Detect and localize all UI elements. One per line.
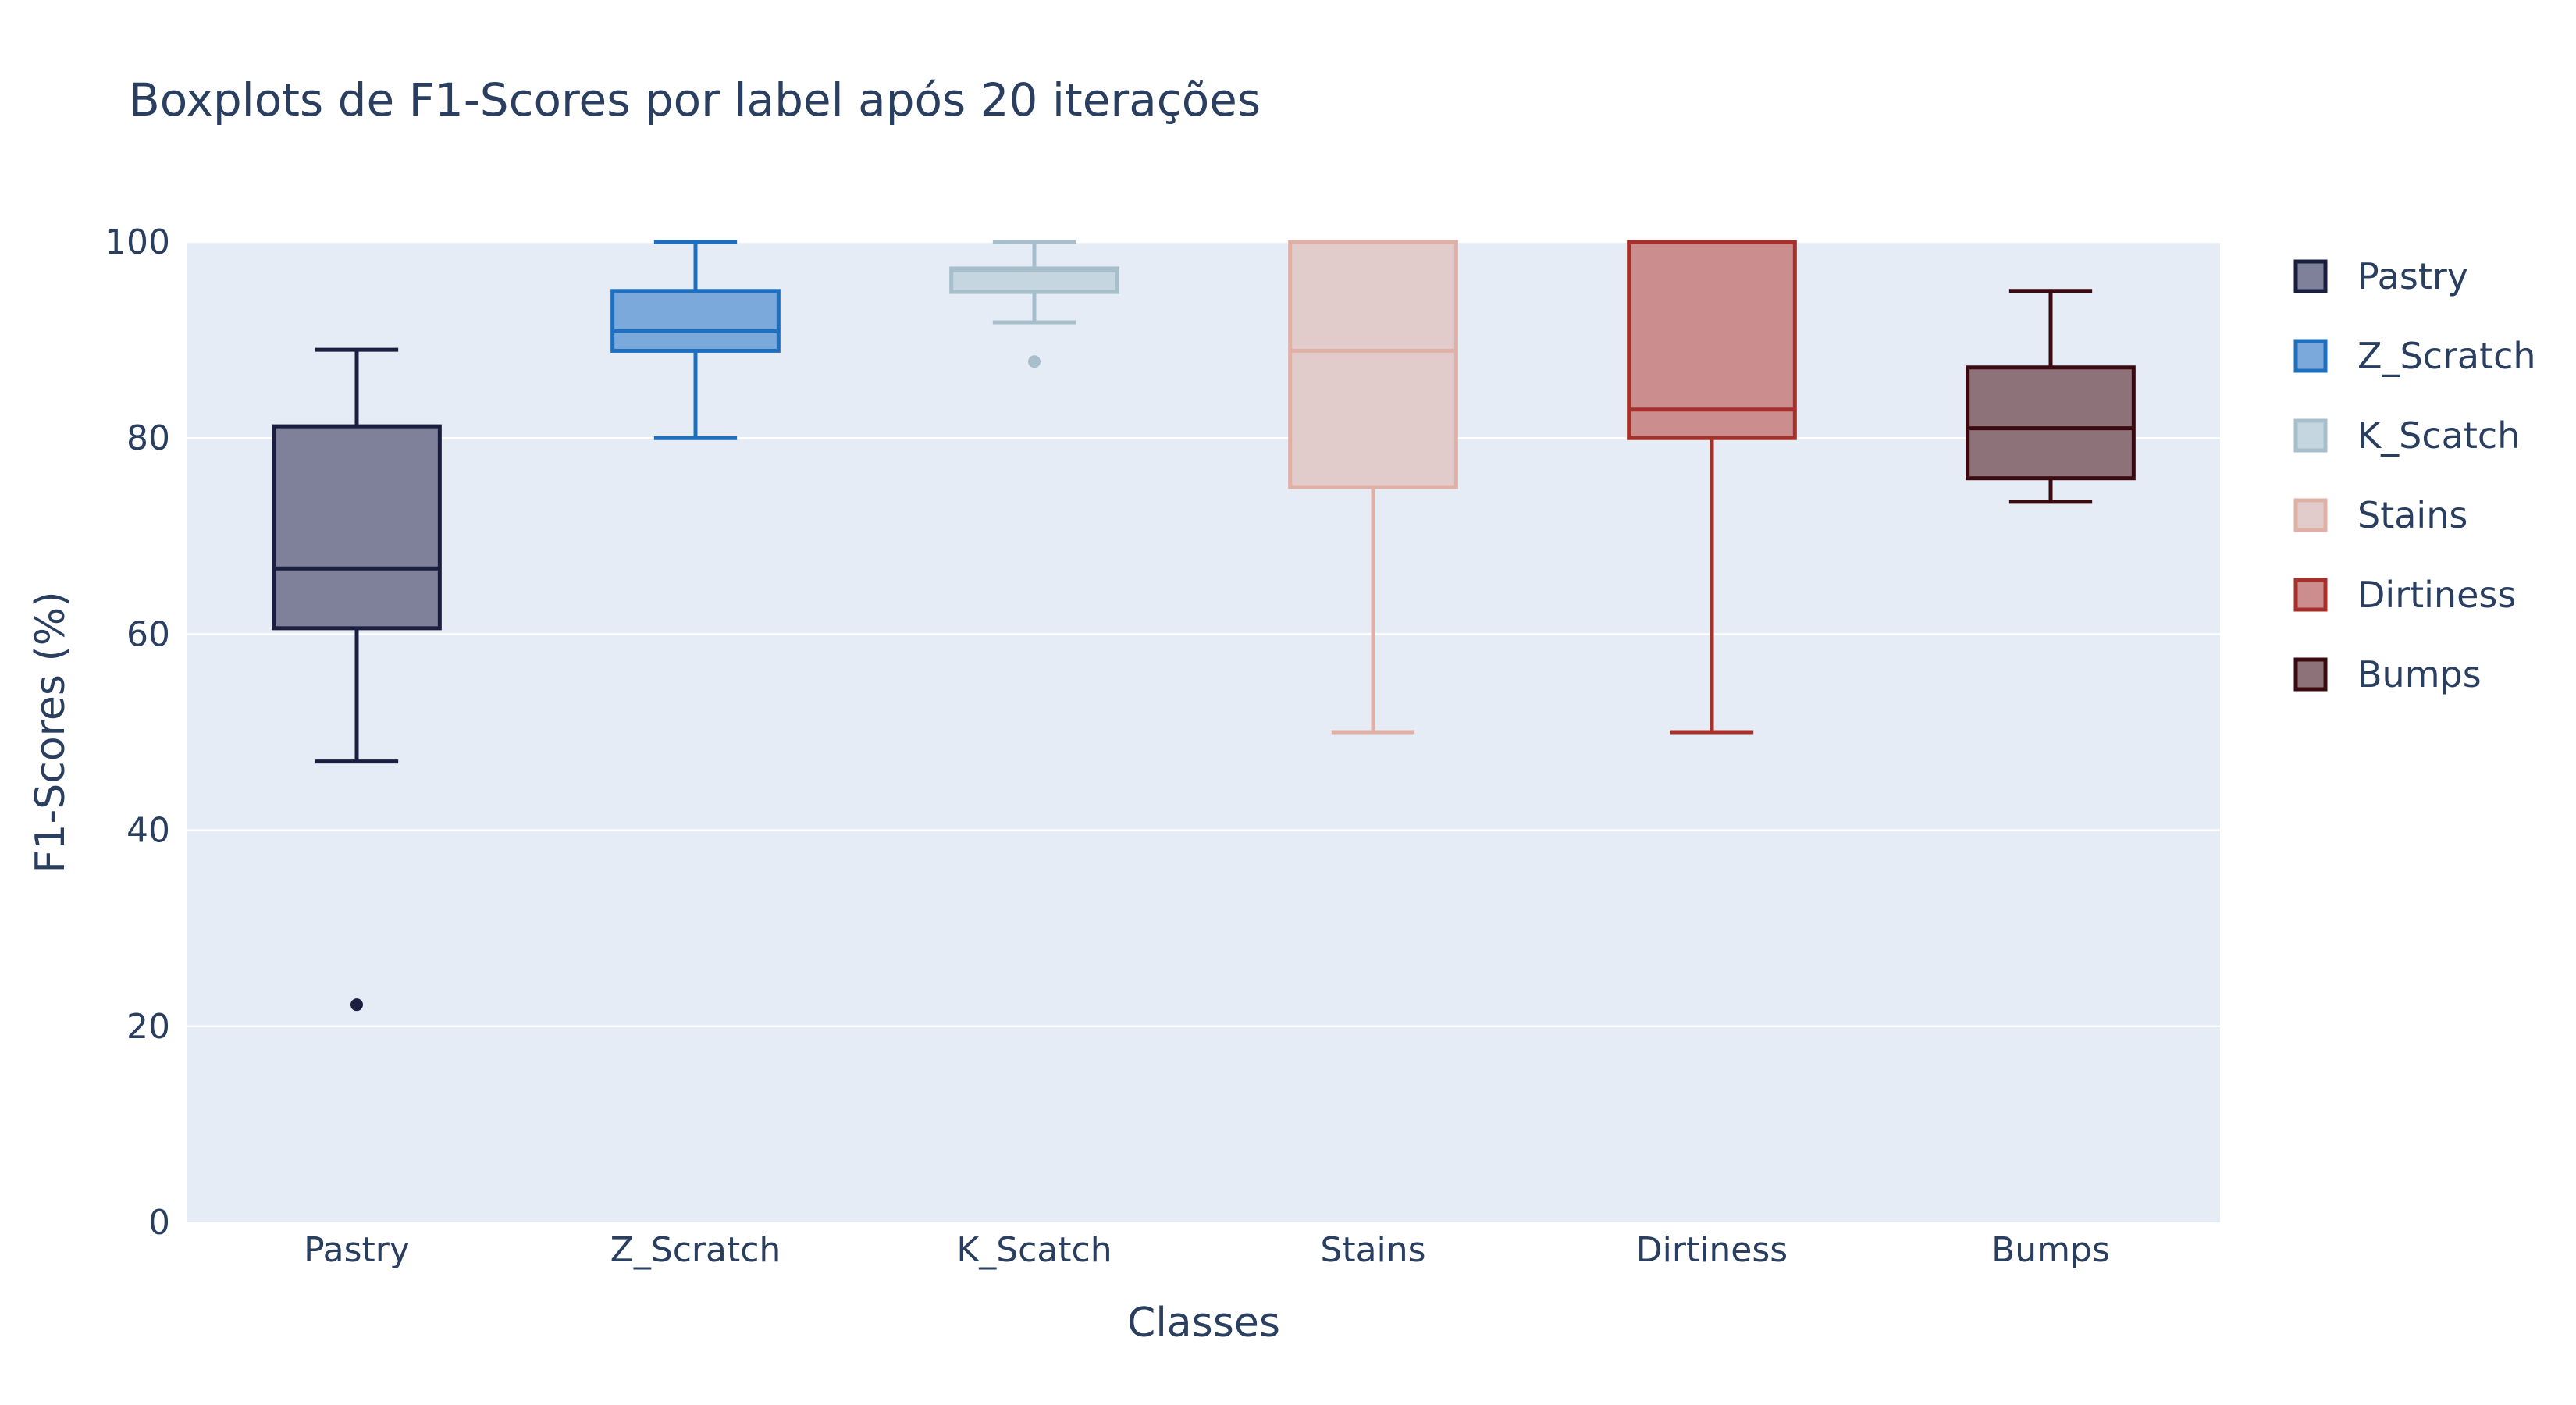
x-tick-label: Bumps — [1991, 1230, 2110, 1270]
box-dirtiness — [1627, 240, 1797, 735]
legend-item-bumps[interactable]: Bumps — [2293, 653, 2482, 695]
y-tick-label: 20 — [126, 1007, 170, 1047]
box-bumps — [1966, 289, 2136, 504]
box-body — [1627, 240, 1797, 440]
legend-swatch — [2293, 578, 2328, 612]
legend-label: Z_Scratch — [2357, 335, 2536, 377]
y-tick-labels: 0 20 40 60 80 100 — [105, 222, 170, 1243]
box-body — [1966, 365, 2136, 481]
x-tick-labels: Pastry Z_Scratch K_Scatch Stains Dirtiness Bu… — [304, 1230, 2110, 1270]
box-body — [272, 424, 442, 631]
x-axis-title: Classes — [1127, 1300, 1280, 1346]
legend-label: Bumps — [2357, 653, 2482, 695]
legend-swatch — [2293, 259, 2328, 293]
gridlines — [187, 240, 2220, 1028]
box-pastry — [272, 347, 442, 1012]
legend-label: Pastry — [2357, 255, 2468, 297]
y-tick-label: 100 — [105, 222, 170, 262]
box-body — [949, 266, 1119, 294]
y-tick-label: 60 — [126, 614, 170, 654]
x-tick-label: Z_Scratch — [610, 1230, 781, 1270]
y-tick-label: 40 — [126, 811, 170, 851]
outlier-point — [350, 998, 363, 1012]
x-tick-label: Dirtiness — [1636, 1230, 1788, 1270]
box-stains — [1288, 240, 1458, 735]
y-tick-label: 80 — [126, 418, 170, 458]
legend-swatch — [2293, 657, 2328, 692]
box-z_scratch — [610, 240, 781, 440]
legend-swatch — [2293, 339, 2328, 373]
outlier-point — [1028, 355, 1041, 368]
legend-label: Stains — [2357, 494, 2467, 536]
box-body — [1288, 240, 1458, 489]
legend-item-pastry[interactable]: Pastry — [2293, 255, 2468, 297]
box-body — [610, 289, 781, 353]
y-tick-label: 0 — [148, 1203, 170, 1243]
y-axis-title: F1-Scores (%) — [27, 591, 74, 873]
legend-item-dirtiness[interactable]: Dirtiness — [2293, 574, 2516, 616]
box-k_scatch — [949, 240, 1119, 368]
x-tick-label: K_Scatch — [956, 1230, 1112, 1270]
legend-label: Dirtiness — [2357, 574, 2516, 616]
legend-item-k_scatch[interactable]: K_Scatch — [2293, 414, 2520, 457]
legend[interactable]: Pastry Z_Scratch K_Scatch Stains Dirtiness Bu… — [2293, 255, 2536, 695]
x-tick-label: Pastry — [304, 1230, 410, 1270]
x-tick-label: Stains — [1320, 1230, 1425, 1270]
legend-item-stains[interactable]: Stains — [2293, 494, 2467, 536]
legend-swatch — [2293, 498, 2328, 532]
legend-swatch — [2293, 418, 2328, 453]
plot-area — [187, 242, 2220, 1222]
box-series — [272, 240, 2136, 1012]
legend-label: K_Scatch — [2357, 414, 2520, 457]
chart-title: Boxplots de F1-Scores por label após 20 … — [129, 73, 1261, 126]
legend-item-z_scratch[interactable]: Z_Scratch — [2293, 335, 2536, 377]
